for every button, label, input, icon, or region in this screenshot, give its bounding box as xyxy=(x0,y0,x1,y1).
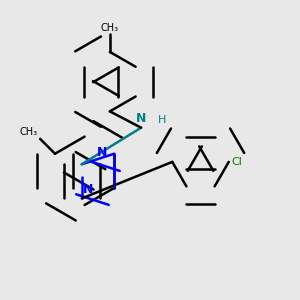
Text: CH₃: CH₃ xyxy=(19,128,37,137)
Text: N: N xyxy=(96,146,107,159)
Text: Cl: Cl xyxy=(232,157,243,167)
Text: N: N xyxy=(136,112,146,125)
Text: CH₃: CH₃ xyxy=(101,22,119,33)
Text: N: N xyxy=(83,183,94,196)
Text: H: H xyxy=(158,115,166,125)
